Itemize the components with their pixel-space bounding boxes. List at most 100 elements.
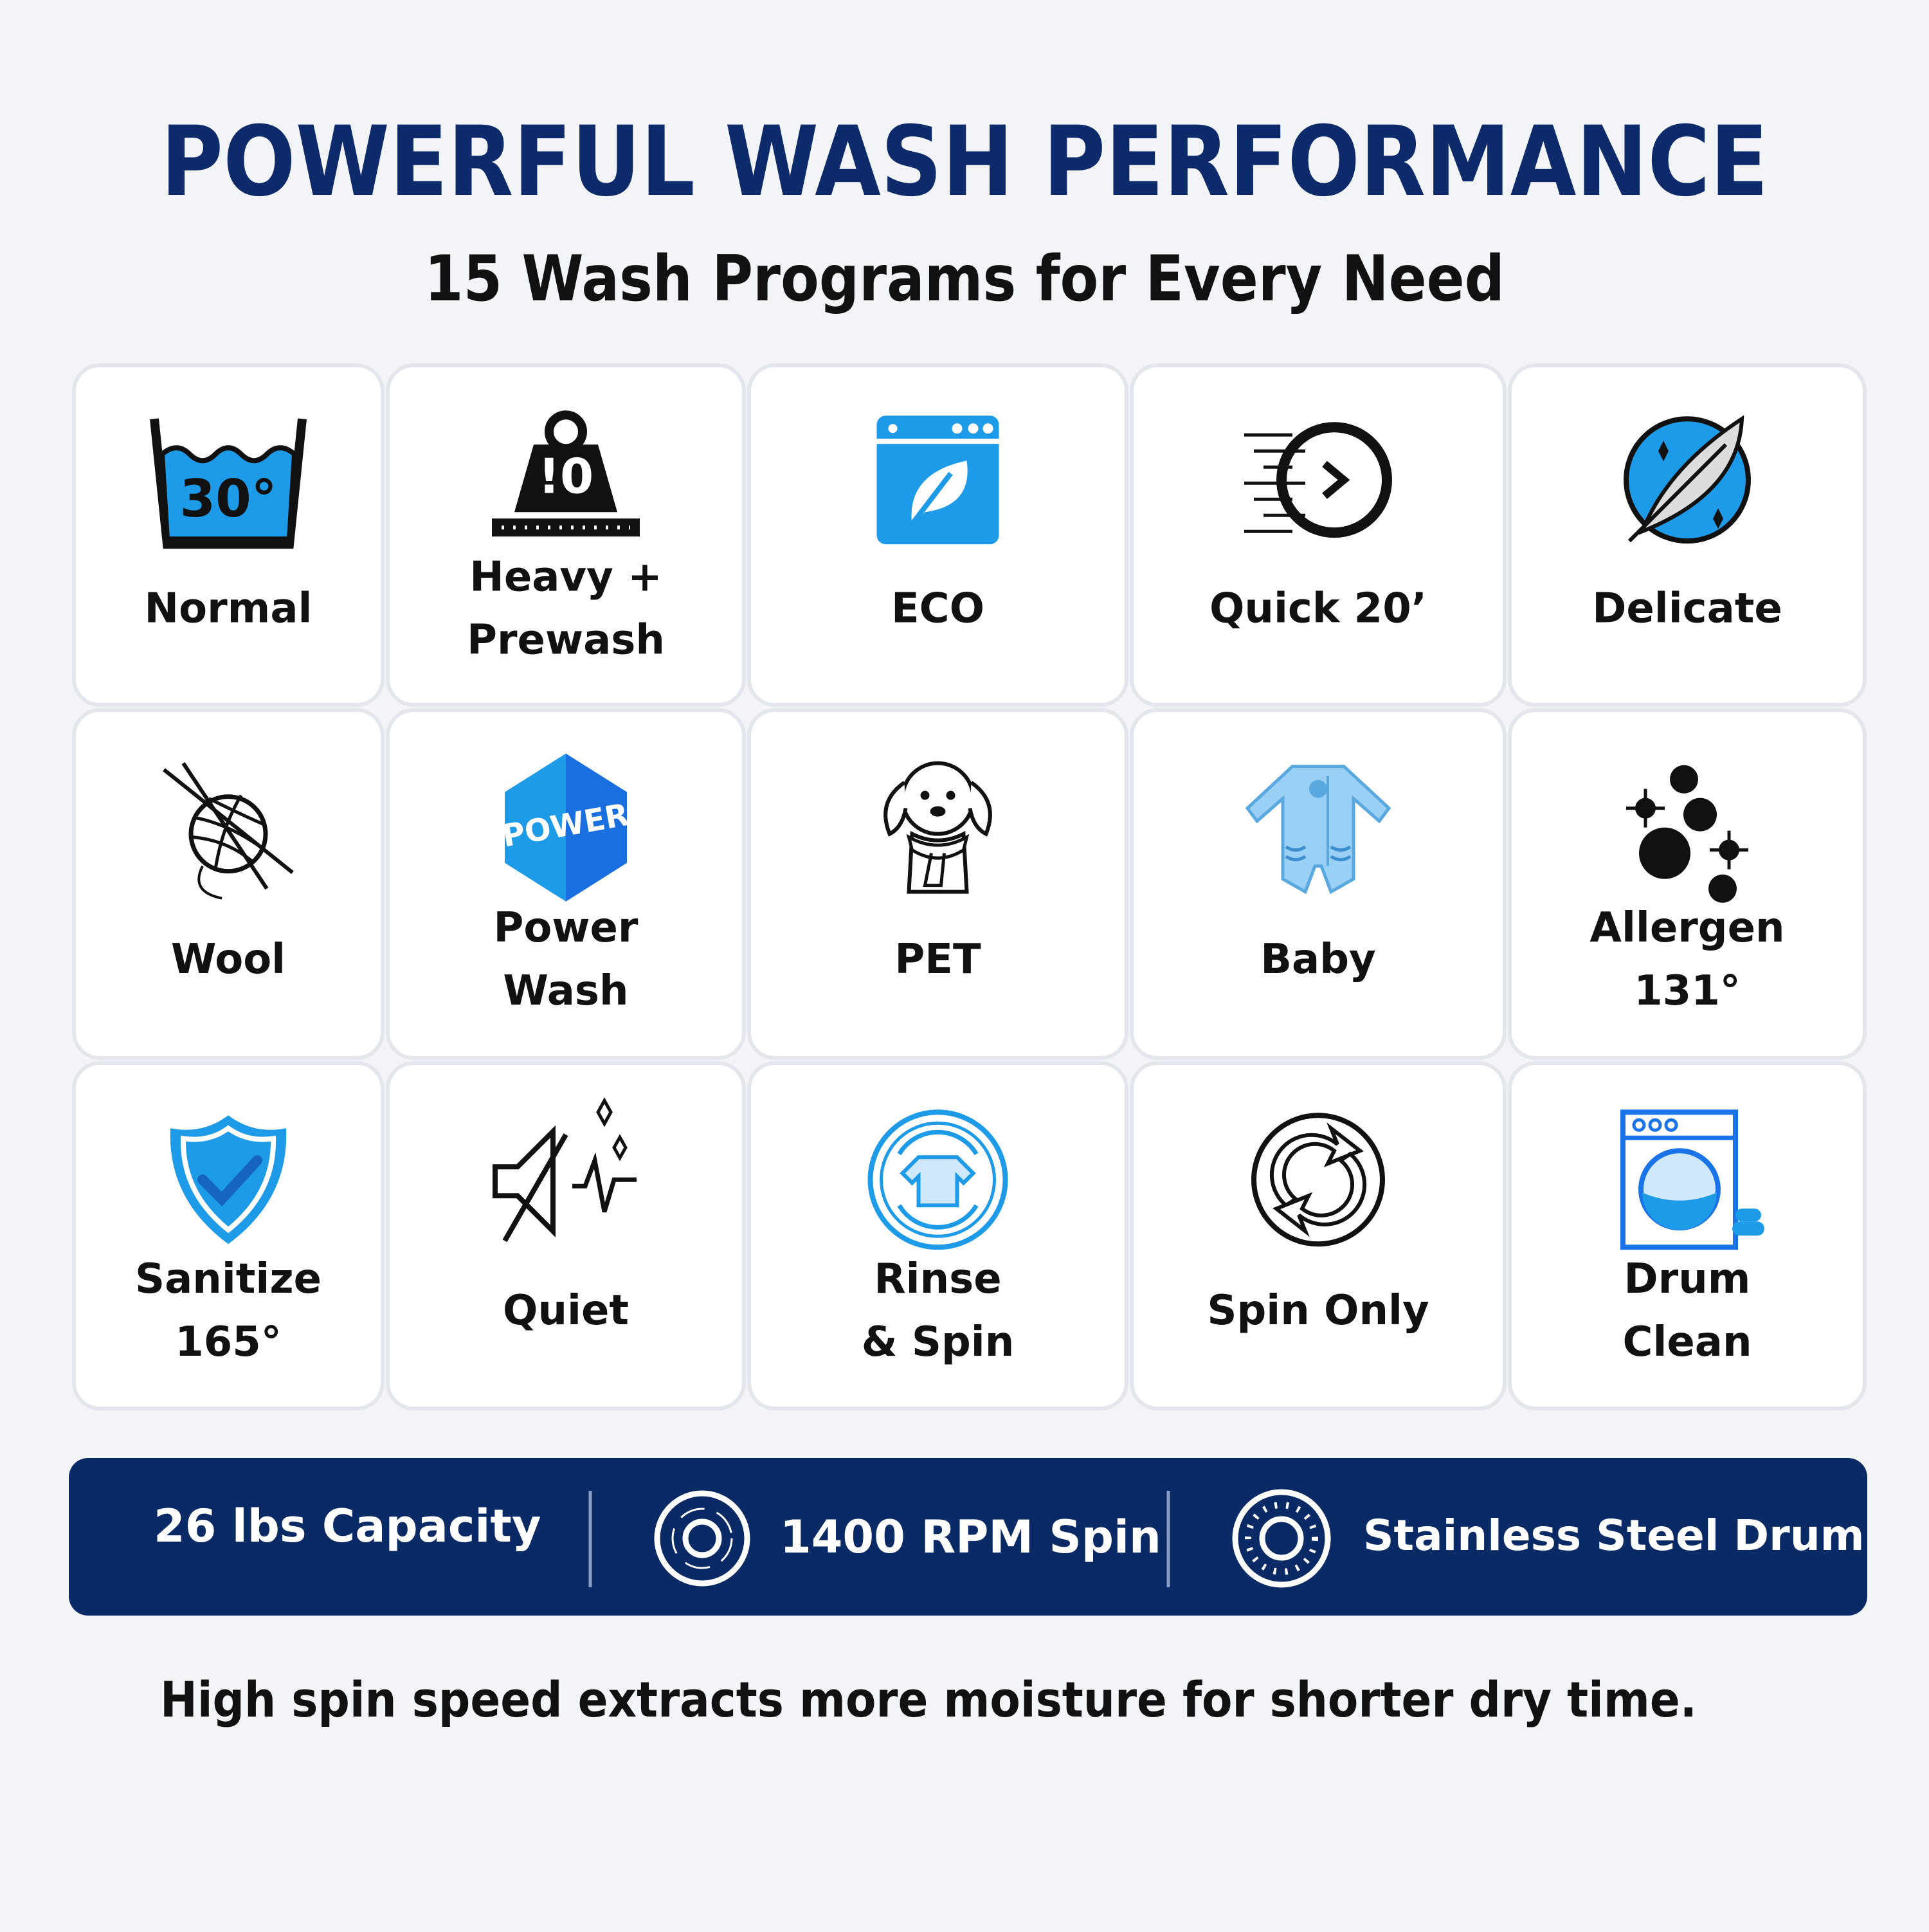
icon-part <box>1664 1118 1678 1132</box>
icon-part <box>900 1155 976 1208</box>
icon-part <box>159 445 298 542</box>
program-icon: !0 <box>492 410 640 537</box>
feature-banner <box>69 1458 1867 1616</box>
feature: 26 lbs Capacity <box>154 1500 541 1553</box>
program-card <box>72 708 385 1060</box>
program-icon <box>883 761 992 894</box>
icon-part <box>1735 1208 1761 1222</box>
icon-part <box>920 790 930 800</box>
program-label: Rinse <box>874 1255 1001 1303</box>
program-grid: 30° Normal !0 Heavy + Prewash ECO Quick 20’… <box>72 363 1867 1410</box>
program-label: Baby <box>1260 936 1376 983</box>
program-label: Normal <box>145 585 312 632</box>
icon-part <box>880 1121 996 1238</box>
program-label: Drum <box>1624 1255 1751 1303</box>
program-card <box>386 1061 746 1410</box>
program-label: PET <box>894 936 981 983</box>
icon-part <box>1708 874 1737 903</box>
icon-part <box>1642 1192 1717 1230</box>
icon-text: 30° <box>179 469 276 529</box>
icon-ring <box>1232 1489 1331 1588</box>
program-icon <box>1245 765 1391 895</box>
icon-part <box>1251 1113 1385 1247</box>
icon-part <box>867 1109 1008 1250</box>
program-icon <box>170 1115 287 1244</box>
icon-part <box>572 1152 637 1213</box>
icon-part <box>170 1115 287 1244</box>
icon-part <box>946 790 955 800</box>
icon-part <box>968 423 979 434</box>
icon-part <box>1272 1151 1367 1237</box>
program-label: Wool <box>171 936 285 983</box>
icon-part <box>566 753 627 902</box>
feature: 1400 RPM Spin <box>780 1511 1161 1563</box>
icon-ring <box>654 1490 750 1587</box>
program-label: Prewash <box>467 616 665 664</box>
icon-part <box>1285 845 1352 862</box>
icon-part <box>197 865 222 900</box>
icon-part <box>492 518 640 537</box>
program-label: Delicate <box>1592 585 1782 632</box>
icon-part <box>596 1097 628 1162</box>
program-label: Clean <box>1622 1318 1752 1366</box>
icon-part <box>514 444 617 513</box>
icon-part <box>1648 1118 1662 1132</box>
icon-part <box>983 423 993 434</box>
program-icon <box>163 761 294 900</box>
icon-part <box>1632 1118 1646 1132</box>
icon-part <box>150 418 307 549</box>
icon-part <box>163 768 294 875</box>
program-label: Heavy + <box>469 553 662 601</box>
icon-part <box>1626 788 1748 870</box>
program-label: Allergen <box>1589 904 1784 952</box>
icon-part <box>197 1155 262 1207</box>
icon-part <box>1732 1221 1764 1236</box>
program-label: Quick 20’ <box>1209 585 1427 632</box>
program-icon <box>1624 415 1751 544</box>
icon-part <box>900 761 975 836</box>
program-label: Spin Only <box>1207 1287 1429 1335</box>
icon-part <box>1322 460 1350 499</box>
program-label: 165° <box>175 1318 282 1366</box>
program-label: 131° <box>1634 967 1741 1015</box>
program-icon <box>1620 1109 1764 1250</box>
icon-part <box>502 1133 568 1243</box>
program-card <box>1508 708 1867 1060</box>
program-label: ECO <box>891 585 984 632</box>
program-label: & Spin <box>862 1318 1015 1366</box>
icon-ring <box>671 1508 733 1569</box>
program-label: Quiet <box>503 1287 629 1335</box>
icon-part <box>180 1125 276 1234</box>
subtitle: 15 Wash Programs for Every Need <box>424 242 1505 316</box>
icon-part <box>906 834 970 888</box>
program-icon: 30° <box>150 418 307 549</box>
icon-part <box>1683 797 1717 832</box>
icon-part <box>1658 441 1723 529</box>
spin-icon <box>654 1490 750 1587</box>
icon-part <box>907 471 953 530</box>
icon-part <box>1670 765 1698 794</box>
program-label: Power <box>494 904 638 952</box>
icon-part <box>930 806 946 817</box>
icon-part <box>1309 779 1327 798</box>
program-label: Wash <box>503 967 628 1015</box>
program-icon <box>1251 1113 1385 1247</box>
program-icon <box>867 1109 1008 1250</box>
icon-part <box>1639 827 1690 879</box>
icon-part <box>888 424 898 433</box>
icon-part <box>1269 1122 1364 1208</box>
program-card <box>1130 1061 1507 1410</box>
icon-part <box>1276 422 1392 538</box>
icon-part <box>883 781 992 837</box>
feature: Stainless Steel Drum <box>1363 1511 1864 1560</box>
icon-ring <box>682 1518 722 1558</box>
drum-icon <box>1232 1489 1331 1588</box>
note: High spin speed extracts more moisture f… <box>160 1671 1697 1728</box>
program-icon <box>1626 765 1748 903</box>
program-icon <box>876 415 999 545</box>
icon-part <box>1245 765 1391 895</box>
icon-part <box>952 423 963 434</box>
